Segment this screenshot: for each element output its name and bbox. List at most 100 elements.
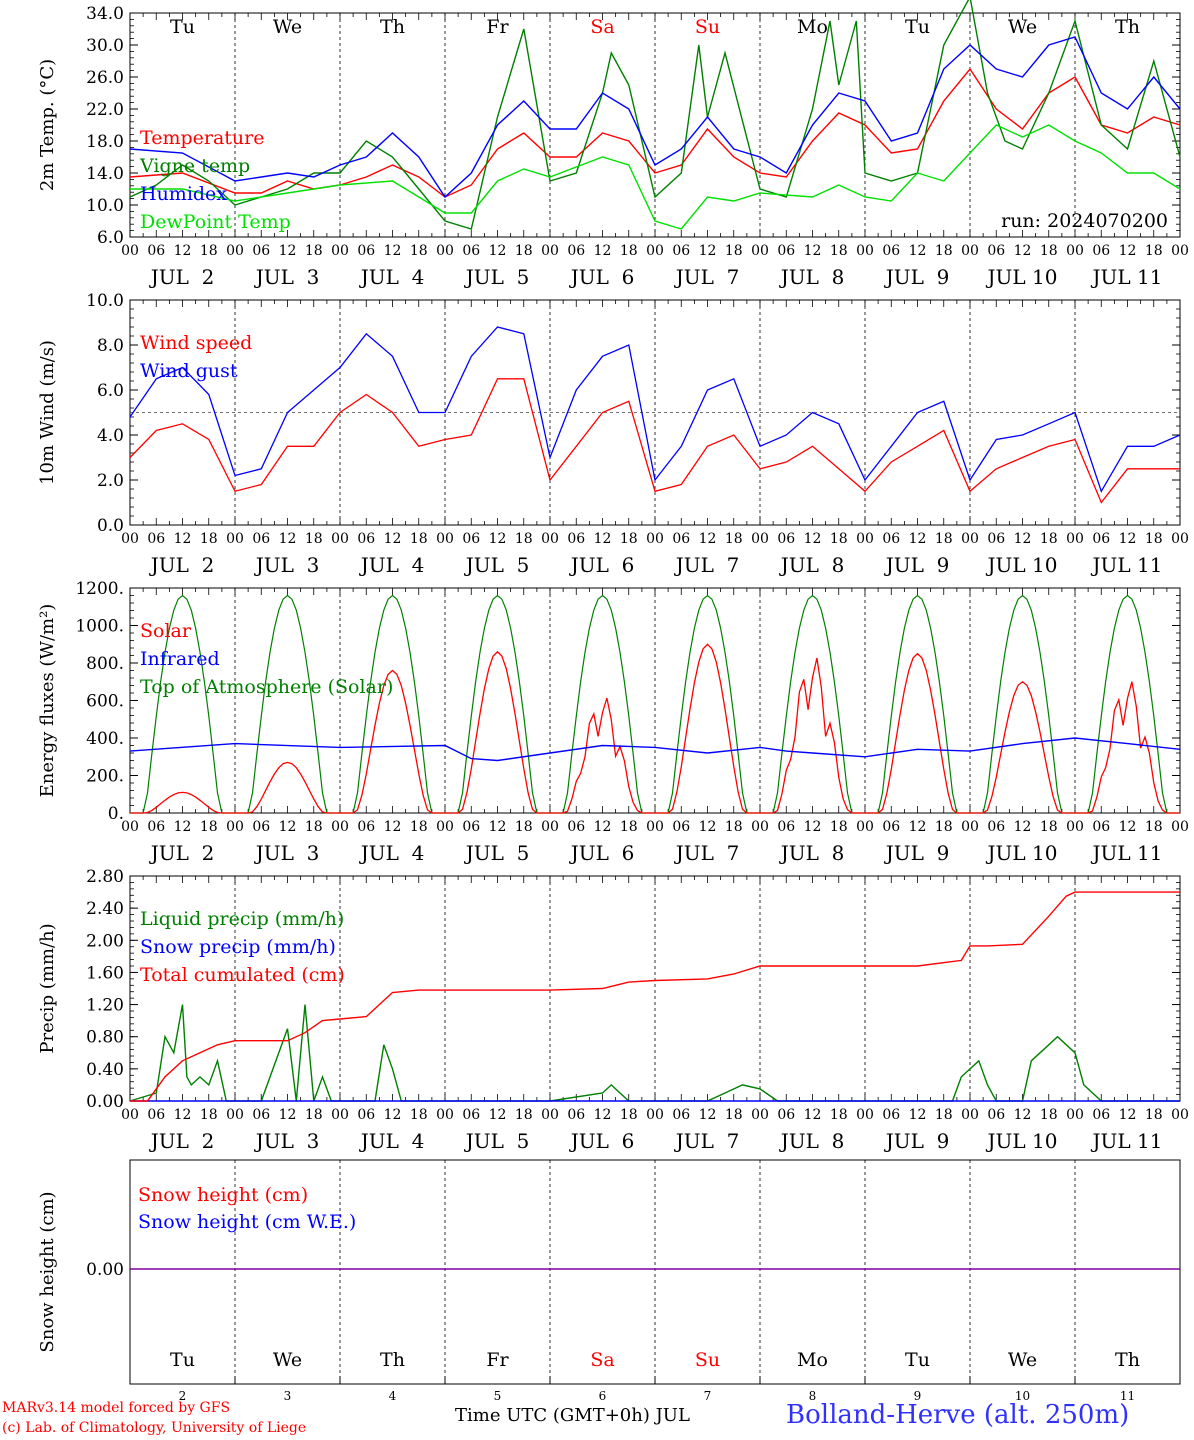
hour-tick-label: 00: [541, 1107, 559, 1123]
hour-tick-label: 00: [856, 819, 874, 835]
date-label: JUL 5: [464, 553, 530, 577]
y-tick-label: 2.00: [86, 931, 124, 951]
hour-tick-label: 06: [567, 819, 585, 835]
y-tick-label: 600.: [86, 692, 124, 712]
date-label: JUL 6: [569, 1129, 635, 1153]
hour-tick-label: 06: [882, 243, 900, 259]
weekday-label: Mo: [797, 16, 828, 38]
date-label: JUL 5: [464, 841, 530, 865]
hour-tick-label: 06: [252, 243, 270, 259]
hour-tick-label: 18: [1040, 531, 1058, 547]
wind-series-1: [129, 378, 1180, 504]
y-tick-label: 30.0: [86, 36, 124, 56]
hour-tick-label: 00: [751, 531, 769, 547]
weekday-label: Tu: [170, 1349, 195, 1371]
hour-tick-label: 00: [1171, 243, 1189, 259]
y-tick-label: 1.20: [86, 996, 124, 1016]
hour-tick-label: 18: [1040, 243, 1058, 259]
hour-tick-label: 06: [567, 1107, 585, 1123]
hour-tick-label: 12: [489, 531, 507, 547]
y-tick-label: 34.0: [86, 4, 124, 24]
hour-tick-label: 06: [987, 819, 1005, 835]
weekday-label: We: [1008, 1349, 1037, 1371]
hour-tick-label: 00: [331, 819, 349, 835]
hour-tick-label: 00: [121, 819, 139, 835]
legend-entry: Infrared: [140, 648, 220, 670]
date-label: JUL 10: [986, 841, 1058, 865]
hour-tick-label: 00: [331, 1107, 349, 1123]
hour-tick-label: 12: [279, 531, 297, 547]
hour-tick-label: 18: [1040, 1107, 1058, 1123]
date-label: JUL 7: [674, 265, 740, 289]
hour-tick-label: 18: [305, 243, 323, 259]
hour-tick-label: 00: [541, 819, 559, 835]
hour-tick-label: 12: [1119, 819, 1137, 835]
hour-tick-label: 18: [935, 819, 953, 835]
hour-tick-label: 06: [777, 531, 795, 547]
y-tick-label: 4.0: [97, 426, 124, 446]
day-number: 2: [179, 1389, 187, 1403]
y-tick-label: 1.60: [86, 963, 124, 983]
date-label: JUL 3: [254, 265, 320, 289]
date-label: JUL 9: [884, 553, 950, 577]
hour-tick-label: 00: [121, 531, 139, 547]
temp-series-4: [130, 124, 1181, 230]
hour-tick-label: 12: [174, 1107, 192, 1123]
weekday-label: Tu: [170, 16, 195, 38]
weekday-label: Th: [380, 1349, 405, 1371]
weekday-label: We: [273, 1349, 302, 1371]
hour-tick-label: 18: [725, 819, 743, 835]
hour-tick-label: 00: [751, 243, 769, 259]
date-label: JUL 5: [464, 1129, 530, 1153]
hour-tick-label: 18: [410, 819, 428, 835]
hour-tick-label: 12: [279, 1107, 297, 1123]
hour-tick-label: 06: [882, 531, 900, 547]
weekday-label: Th: [1115, 1349, 1140, 1371]
lab-credit: (c) Lab. of Climatology, University of L…: [2, 1420, 307, 1436]
hour-tick-label: 12: [384, 243, 402, 259]
hour-tick-label: 12: [699, 243, 717, 259]
hour-tick-label: 06: [882, 1107, 900, 1123]
hour-tick-label: 00: [646, 243, 664, 259]
hour-tick-label: 12: [804, 243, 822, 259]
weekday-label: We: [1008, 16, 1037, 38]
hour-tick-label: 12: [174, 531, 192, 547]
y-tick-label: 0.00: [86, 1092, 124, 1112]
weekday-label: Th: [380, 16, 405, 38]
infrared-series: [129, 737, 1181, 762]
hour-tick-label: 18: [830, 819, 848, 835]
hour-tick-label: 18: [620, 819, 638, 835]
hour-tick-label: 18: [620, 1107, 638, 1123]
hour-tick-label: 00: [121, 1107, 139, 1123]
hour-tick-label: 12: [1014, 819, 1032, 835]
hour-tick-label: 00: [751, 819, 769, 835]
hour-tick-label: 00: [436, 243, 454, 259]
y-tick-label: 2.0: [97, 471, 124, 491]
hour-tick-label: 06: [987, 1107, 1005, 1123]
hour-tick-label: 00: [541, 243, 559, 259]
date-label: JUL 3: [254, 841, 320, 865]
hour-tick-label: 06: [882, 819, 900, 835]
hour-tick-label: 12: [594, 819, 612, 835]
legend-entry: Wind gust: [140, 360, 238, 382]
hour-tick-label: 00: [1171, 1107, 1189, 1123]
hour-tick-label: 12: [1119, 243, 1137, 259]
hour-tick-label: 00: [226, 531, 244, 547]
day-number: 11: [1120, 1389, 1135, 1403]
weekday-label: Su: [695, 1349, 720, 1371]
date-label: JUL 10: [986, 1129, 1058, 1153]
date-label: JUL 2: [149, 553, 215, 577]
y-tick-label: 0.80: [86, 1028, 124, 1048]
day-number: 3: [284, 1389, 292, 1403]
hour-tick-label: 12: [1014, 531, 1032, 547]
hour-tick-label: 12: [1014, 243, 1032, 259]
hour-tick-label: 12: [804, 819, 822, 835]
hour-tick-label: 00: [646, 1107, 664, 1123]
y-tick-label: 10.0: [86, 196, 124, 216]
date-label: JUL 3: [254, 1129, 320, 1153]
hour-tick-label: 12: [909, 1107, 927, 1123]
hour-tick-label: 00: [856, 243, 874, 259]
hour-tick-label: 06: [1092, 243, 1110, 259]
hour-tick-label: 06: [147, 243, 165, 259]
hour-tick-label: 06: [462, 819, 480, 835]
